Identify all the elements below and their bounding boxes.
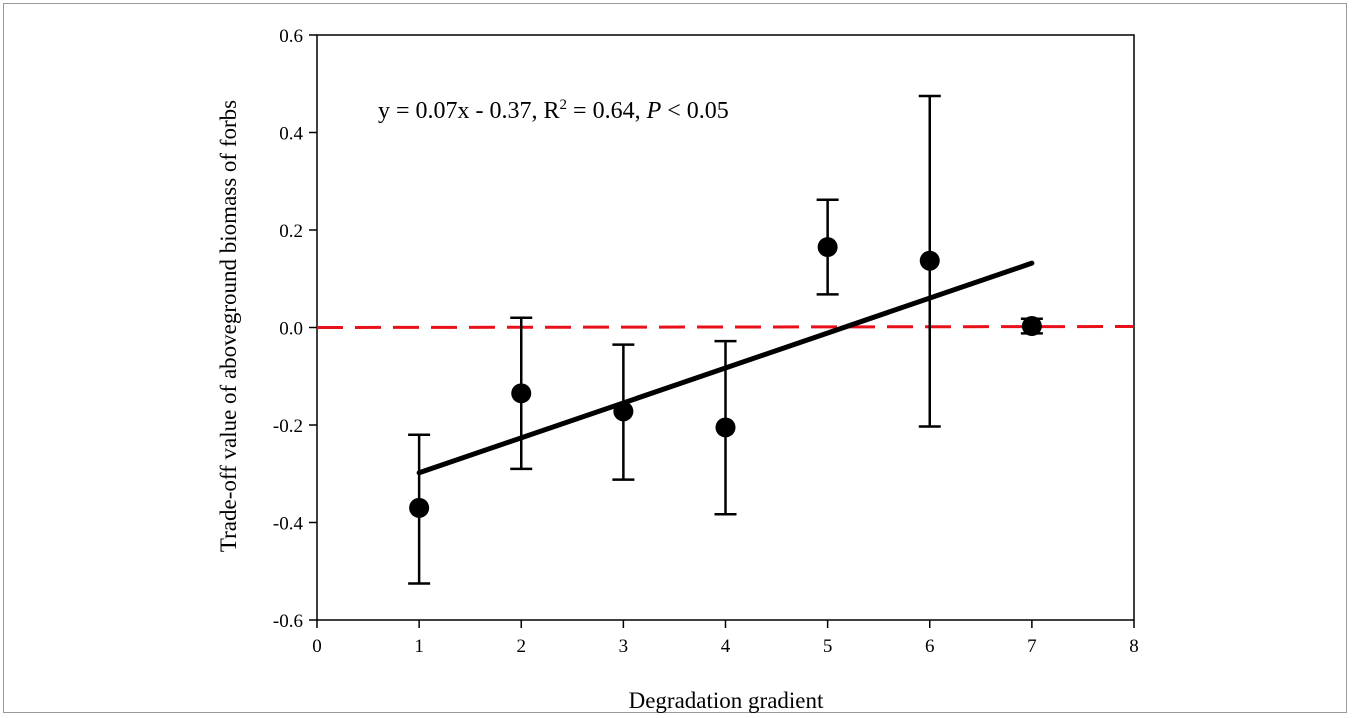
regression-annotation: y = 0.07x - 0.37, R2 = 0.64, P < 0.05 [378,97,729,124]
y-tick-label: 0.2 [279,221,303,242]
x-tick-label: 5 [823,636,833,657]
annotation-middle: = 0.64, [567,98,647,124]
x-tick-label: 7 [1027,636,1037,657]
x-tick-label: 2 [517,636,527,657]
data-point [511,383,532,404]
data-point-group [714,339,737,516]
annotation-superscript: 2 [560,97,568,113]
zero-reference-line [316,325,1135,329]
data-point [715,417,736,438]
data-point-group [1020,316,1043,337]
data-point-group [918,94,941,428]
data-point-group [510,316,533,471]
y-tick-label: 0.0 [279,319,303,340]
x-tick-label: 4 [721,636,731,657]
data-point [409,497,430,518]
x-tick-label: 6 [925,636,935,657]
x-tick-label: 1 [414,636,424,657]
y-tick-label: -0.4 [273,514,304,535]
y-tick-label: -0.6 [273,611,303,632]
y-axis-title: Trade-off value of aboveground biomass o… [216,100,241,552]
y-tick-label: 0.6 [279,26,303,47]
x-tick-label: 8 [1129,636,1139,657]
y-tick-label: 0.4 [279,124,303,145]
y-tick-label: -0.2 [273,416,303,437]
data-point [1021,316,1042,337]
data-point [817,237,838,258]
figure-frame [3,3,1347,713]
x-tick-label: 3 [619,636,629,657]
annotation-italic: P [646,98,662,124]
data-point-group [816,198,839,296]
data-point [613,401,634,422]
data-point-group [408,433,431,585]
annotation-prefix: y = 0.07x - 0.37, R [378,98,560,124]
x-axis-title: Degradation gradient [629,688,824,713]
annotation-suffix: < 0.05 [661,98,729,124]
data-point [919,250,940,271]
x-tick-label: 0 [312,636,322,657]
data-point-group [612,343,635,481]
